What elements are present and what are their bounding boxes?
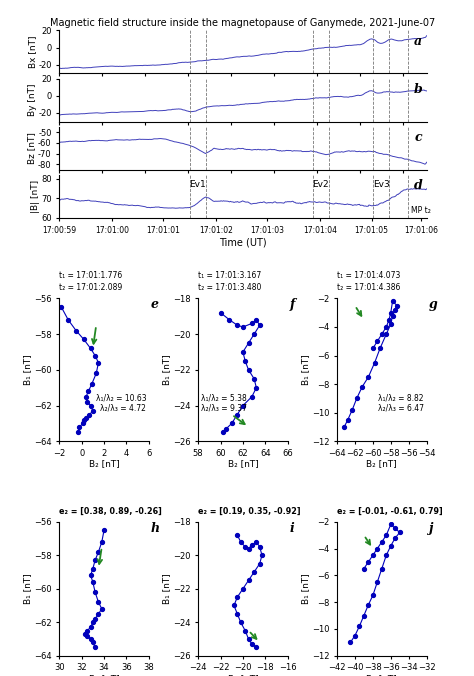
X-axis label: B₂ [nT]: B₂ [nT] bbox=[366, 459, 397, 468]
Text: e₂ = [0.38, 0.89, -0.26]: e₂ = [0.38, 0.89, -0.26] bbox=[59, 507, 162, 516]
Text: c: c bbox=[415, 131, 422, 144]
Text: t₂ = 17:01:2.089: t₂ = 17:01:2.089 bbox=[59, 283, 122, 292]
Text: t₂ = 17:01:3.480: t₂ = 17:01:3.480 bbox=[198, 283, 262, 292]
Y-axis label: Bz [nT]: Bz [nT] bbox=[27, 132, 36, 164]
Text: f: f bbox=[290, 298, 295, 312]
Y-axis label: B₁ [nT]: B₁ [nT] bbox=[301, 573, 310, 604]
X-axis label: B₃ [nT]: B₃ [nT] bbox=[366, 674, 397, 676]
X-axis label: B₂ [nT]: B₂ [nT] bbox=[228, 459, 258, 468]
Text: Ev3: Ev3 bbox=[373, 180, 389, 189]
Y-axis label: Bx [nT]: Bx [nT] bbox=[27, 36, 36, 68]
Text: h: h bbox=[151, 522, 160, 535]
Text: e: e bbox=[151, 298, 159, 312]
Y-axis label: By [nT]: By [nT] bbox=[27, 84, 36, 116]
X-axis label: Time (UT): Time (UT) bbox=[219, 237, 267, 247]
X-axis label: B₃ [nT]: B₃ [nT] bbox=[89, 674, 119, 676]
Text: g: g bbox=[428, 298, 437, 312]
Text: λ₁/λ₂ = 10.63
λ₂/λ₃ = 4.72: λ₁/λ₂ = 10.63 λ₂/λ₃ = 4.72 bbox=[96, 393, 146, 413]
Y-axis label: B₁ [nT]: B₁ [nT] bbox=[24, 573, 33, 604]
Text: Ev1: Ev1 bbox=[190, 180, 206, 189]
Text: t₁ = 17:01:4.073: t₁ = 17:01:4.073 bbox=[337, 272, 401, 281]
X-axis label: B₂ [nT]: B₂ [nT] bbox=[89, 459, 119, 468]
Text: t₂ = 17:01:4.386: t₂ = 17:01:4.386 bbox=[337, 283, 401, 292]
Text: d: d bbox=[413, 179, 422, 192]
Text: λ₁/λ₂ = 8.82
λ₂/λ₃ = 6.47: λ₁/λ₂ = 8.82 λ₂/λ₃ = 6.47 bbox=[378, 393, 424, 413]
Y-axis label: B₁ [nT]: B₁ [nT] bbox=[163, 354, 172, 385]
Text: j: j bbox=[428, 522, 433, 535]
Text: b: b bbox=[413, 83, 422, 96]
Y-axis label: B₁ [nT]: B₁ [nT] bbox=[163, 573, 172, 604]
Y-axis label: |B| [nT]: |B| [nT] bbox=[31, 180, 40, 213]
Text: λ₁/λ₂ = 5.38
λ₂/λ₃ = 9.37: λ₁/λ₂ = 5.38 λ₂/λ₃ = 9.37 bbox=[201, 393, 247, 413]
Title: Magnetic field structure inside the magnetopause of Ganymede, 2021-June-07: Magnetic field structure inside the magn… bbox=[50, 18, 436, 28]
Text: t₁ = 17:01:3.167: t₁ = 17:01:3.167 bbox=[198, 272, 261, 281]
X-axis label: B₃ [nT]: B₃ [nT] bbox=[228, 674, 258, 676]
Text: e₂ = [0.19, 0.35, -0.92]: e₂ = [0.19, 0.35, -0.92] bbox=[198, 507, 301, 516]
Text: t₁ = 17:01:1.776: t₁ = 17:01:1.776 bbox=[59, 272, 122, 281]
Y-axis label: B₁ [nT]: B₁ [nT] bbox=[24, 354, 33, 385]
Text: a: a bbox=[414, 34, 422, 48]
Text: e₂ = [-0.01, -0.61, 0.79]: e₂ = [-0.01, -0.61, 0.79] bbox=[337, 507, 443, 516]
Text: i: i bbox=[290, 522, 294, 535]
Y-axis label: B₁ [nT]: B₁ [nT] bbox=[301, 354, 310, 385]
Text: MP t₂: MP t₂ bbox=[411, 206, 431, 215]
Text: Ev2: Ev2 bbox=[312, 180, 329, 189]
